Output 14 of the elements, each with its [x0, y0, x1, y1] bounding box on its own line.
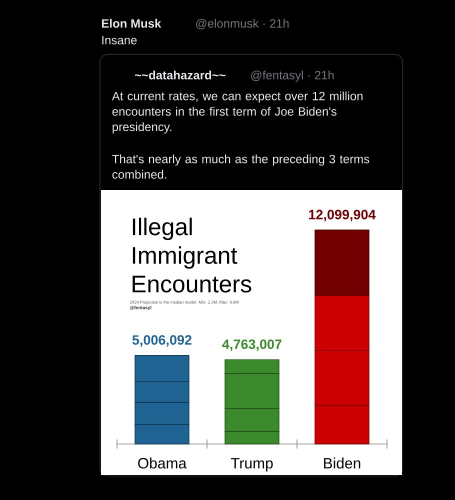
text: @fentasyl · 21h [251, 70, 334, 82]
text: That's nearly as much as the preceding 3 terms combined. [112, 154, 370, 179]
text: Elon Musk [102, 18, 162, 28]
annotation: 12,099,904 [309, 210, 376, 222]
text: ~~datahazard~~ [134, 70, 226, 80]
annotation: 5,006,092 [132, 335, 192, 347]
x-tick-label: Biden [324, 458, 360, 469]
text: Insane [102, 36, 137, 44]
text: At current rates, we can expect over 12 million encounters in the first term of Joe Biden's presidency. [112, 91, 363, 134]
text: @elonmusk · 21h [196, 18, 289, 30]
x-tick-label: Obama [138, 458, 187, 469]
x-tick-label: Trump [230, 458, 273, 472]
annotation: 4,763,007 [222, 339, 282, 351]
text: Illegal Immigrant Encounters [132, 218, 252, 293]
